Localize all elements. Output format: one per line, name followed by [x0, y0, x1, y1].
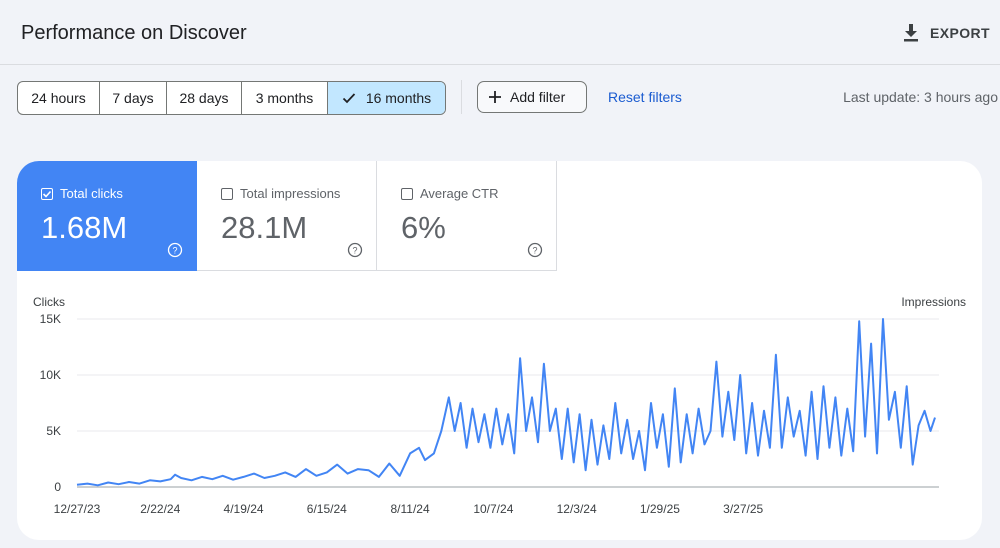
metric-label-text: Total clicks	[60, 186, 123, 201]
date-range-selector: 24 hours 7 days 28 days 3 months 16 mont…	[17, 81, 446, 115]
range-28-days[interactable]: 28 days	[167, 82, 242, 114]
download-icon	[904, 24, 919, 42]
export-button[interactable]: EXPORT	[902, 20, 990, 46]
range-16-months[interactable]: 16 months	[328, 82, 445, 114]
plus-icon	[489, 91, 501, 103]
page-title: Performance on Discover	[21, 22, 247, 44]
x-tick-label: 10/7/24	[473, 502, 513, 516]
y-tick-label: 15K	[40, 312, 61, 326]
export-label: EXPORT	[930, 25, 990, 41]
metric-label-text: Total impressions	[240, 186, 341, 201]
performance-card: Total clicks 1.68M ? Total impressions 2…	[17, 161, 982, 540]
x-tick-label: 12/3/24	[557, 502, 597, 516]
clicks-chart: Clicks Impressions 0 5K 10K 15K 12/27/23 2/2…	[33, 295, 966, 516]
header-divider	[0, 64, 1000, 65]
toolbar-separator	[461, 80, 462, 114]
add-filter-label: Add filter	[510, 89, 566, 105]
last-update-text: Last update: 3 hours ago	[843, 89, 998, 105]
metric-total-clicks[interactable]: Total clicks 1.68M ?	[17, 161, 197, 271]
reset-filters-link[interactable]: Reset filters	[608, 89, 682, 105]
checkbox-unchecked-icon[interactable]	[221, 187, 233, 200]
checkbox-checked-icon[interactable]	[41, 187, 53, 200]
y-axis-label: Clicks	[33, 295, 65, 309]
metric-value: 28.1M	[221, 210, 308, 245]
y-tick-label: 5K	[46, 424, 61, 438]
metric-label-text: Average CTR	[420, 186, 499, 201]
metric-average-ctr[interactable]: Average CTR 6% ?	[377, 161, 557, 271]
range-label: 16 months	[365, 90, 432, 106]
range-label: 7 days	[112, 90, 154, 106]
metric-label: Average CTR	[401, 186, 499, 201]
help-icon[interactable]: ?	[347, 242, 363, 258]
metric-label: Total clicks	[41, 186, 123, 201]
x-tick-label: 2/22/24	[140, 502, 180, 516]
checkbox-unchecked-icon[interactable]	[401, 187, 413, 200]
svg-text:?: ?	[352, 246, 357, 256]
x-tick-label: 3/27/25	[723, 502, 763, 516]
x-tick-label: 6/15/24	[307, 502, 347, 516]
x-tick-label: 12/27/23	[54, 502, 101, 516]
metric-value: 1.68M	[41, 210, 128, 245]
x-tick-label: 4/19/24	[224, 502, 264, 516]
add-filter-button[interactable]: Add filter	[477, 81, 587, 113]
help-icon[interactable]: ?	[527, 242, 543, 258]
svg-text:?: ?	[532, 246, 537, 256]
help-icon[interactable]: ?	[167, 242, 183, 258]
metric-total-impressions[interactable]: Total impressions 28.1M ?	[197, 161, 377, 271]
range-24-hours[interactable]: 24 hours	[18, 82, 100, 114]
range-7-days[interactable]: 7 days	[100, 82, 167, 114]
range-3-months[interactable]: 3 months	[242, 82, 328, 114]
range-label: 3 months	[255, 90, 314, 106]
y-tick-label: 10K	[40, 368, 61, 382]
x-tick-label: 1/29/25	[640, 502, 680, 516]
clicks-series-line	[76, 318, 936, 487]
metric-value: 6%	[401, 210, 446, 245]
y2-axis-label: Impressions	[901, 295, 966, 309]
range-label: 28 days	[179, 90, 229, 106]
svg-text:?: ?	[172, 246, 177, 256]
range-label: 24 hours	[31, 90, 86, 106]
check-icon	[342, 93, 355, 104]
metric-label: Total impressions	[221, 186, 340, 201]
x-tick-label: 8/11/24	[391, 502, 430, 516]
y-tick-label: 0	[54, 480, 61, 494]
